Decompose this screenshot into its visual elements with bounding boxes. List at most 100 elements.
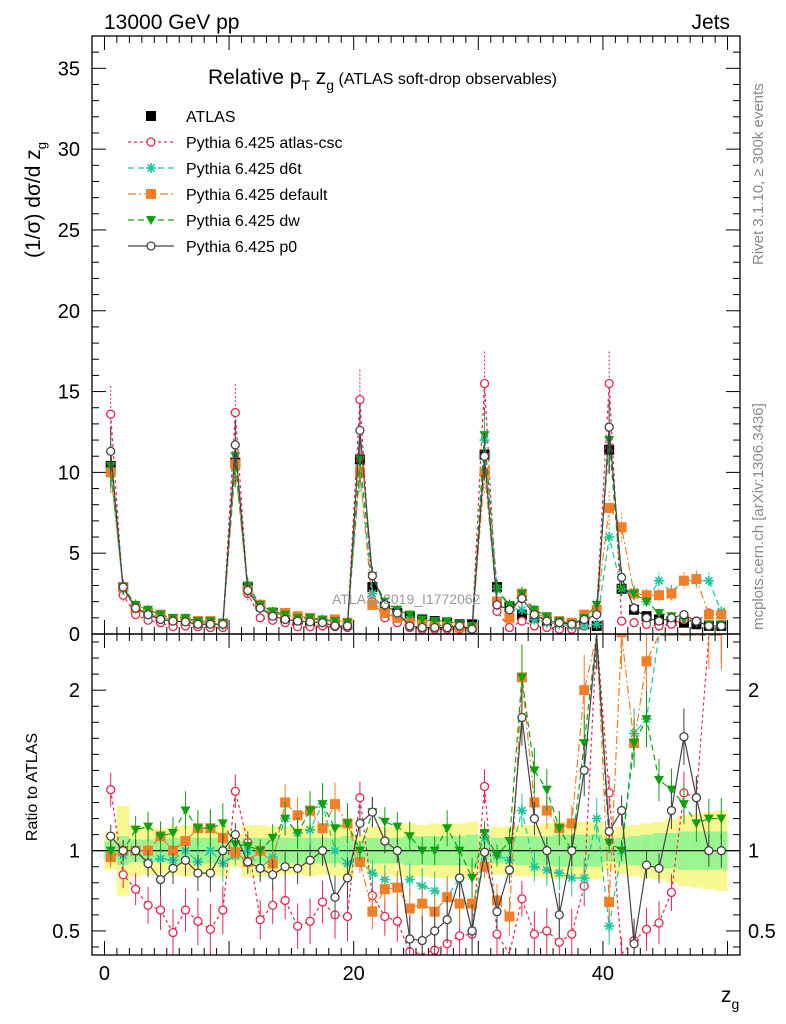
- ratio-point: [255, 863, 265, 873]
- ratio-line: [110, 634, 722, 932]
- ratio-y-tick-label: 2: [69, 680, 80, 702]
- ratio-point: [354, 846, 365, 856]
- ratio-point: [641, 924, 652, 934]
- data-point: [367, 599, 378, 610]
- ratio-point: [217, 819, 228, 829]
- data-point: [354, 467, 365, 478]
- data-point: [367, 588, 378, 599]
- ratio-point: [168, 863, 178, 873]
- ratio-point: [654, 863, 664, 873]
- ratio-point: [118, 846, 128, 856]
- data-point: [479, 378, 490, 389]
- y-tick-label: 15: [58, 382, 80, 404]
- ratio-point: [168, 829, 178, 839]
- ratio-point: [579, 872, 590, 883]
- ratio-point: [330, 799, 340, 810]
- data-point: [554, 618, 564, 628]
- ratio-point: [106, 831, 116, 841]
- ratio-point: [193, 916, 203, 926]
- ratio-point: [317, 823, 328, 834]
- data-point: [703, 609, 714, 620]
- ratio-point: [442, 824, 453, 834]
- ratio-point: [716, 846, 726, 856]
- data-point: [417, 615, 428, 625]
- ratio-point: [143, 822, 154, 832]
- ratio-point: [566, 872, 577, 883]
- ratio-point: [367, 807, 378, 817]
- ratio-point: [205, 824, 216, 834]
- plot-title: Relative pT zg (ATLAS soft-drop observab…: [208, 66, 557, 93]
- ratio-point: [392, 882, 403, 893]
- axes-frame: 0 20 40 0 5 10 15 20 25 30 35 0.5 0.5 1 1 2 2: [52, 35, 776, 985]
- ratio-point: [604, 826, 614, 837]
- ratio-point: [379, 884, 390, 895]
- ratio-point: [155, 874, 166, 885]
- ratio-point: [205, 924, 216, 934]
- data-point: [392, 608, 402, 618]
- ratio-point: [305, 806, 316, 816]
- ratio-point: [255, 915, 265, 925]
- ratio-point: [429, 846, 440, 856]
- data-point: [305, 617, 315, 627]
- legend-marker: [146, 189, 156, 199]
- ratio-point: [417, 898, 428, 909]
- ratio-line: [110, 634, 722, 955]
- ratio-point: [180, 806, 191, 816]
- ratio-point: [342, 819, 353, 829]
- ratio-point: [105, 846, 116, 856]
- data-point: [355, 394, 365, 405]
- data-point: [243, 585, 253, 596]
- ratio-panel-series: [105, 96, 727, 965]
- legend-label: Pythia 6.425 p0: [186, 239, 297, 256]
- data-point: [492, 584, 502, 594]
- rivet-label: Rivet 3.1.10, ≥ 300k events: [750, 83, 767, 265]
- ratio-point: [180, 855, 191, 865]
- ratio-point: [404, 903, 415, 914]
- ratio-point: [516, 805, 527, 816]
- data-point: [567, 619, 577, 629]
- legend-label: Pythia 6.425 d6t: [186, 161, 302, 178]
- ratio-point: [292, 921, 303, 931]
- data-point: [379, 607, 390, 618]
- ratio-point: [330, 892, 340, 902]
- ratio-point: [703, 814, 714, 824]
- ratio-point: [654, 417, 664, 427]
- data-point: [654, 590, 664, 601]
- data-point: [180, 617, 191, 627]
- ratio-point: [679, 252, 689, 262]
- ratio-point: [517, 712, 527, 723]
- data-point: [666, 613, 677, 623]
- ratio-point: [666, 805, 677, 816]
- data-point: [716, 609, 727, 620]
- ratio-point: [567, 846, 577, 856]
- ratio-point: [467, 926, 477, 936]
- data-point: [479, 451, 490, 461]
- data-point: [380, 600, 390, 610]
- data-point: [504, 612, 515, 623]
- legend-entry: Pythia 6.425 default: [128, 187, 328, 204]
- ratio-point: [691, 793, 702, 803]
- ratio-point: [691, 96, 701, 106]
- ratio-point: [130, 825, 141, 835]
- ratio-point: [143, 900, 153, 910]
- ratio-point: [454, 931, 465, 941]
- x-tick-label: 40: [592, 963, 614, 985]
- legend-entry: Pythia 6.425 d6t: [128, 161, 302, 178]
- data-point: [579, 620, 590, 631]
- ratio-point: [454, 873, 465, 883]
- data-point: [230, 407, 240, 418]
- ratio-point: [618, 957, 626, 965]
- x-axis-label: zg: [721, 984, 739, 1012]
- ratio-point: [355, 793, 365, 803]
- analysis-watermark: ATLAS_2019_I1772062: [332, 591, 481, 607]
- ratio-point: [192, 824, 203, 834]
- data-point: [604, 378, 614, 389]
- ratio-point: [392, 822, 403, 832]
- data-point: [392, 612, 403, 623]
- ratio-point: [180, 905, 191, 915]
- data-point: [504, 622, 515, 633]
- data-point: [230, 440, 240, 450]
- x-tick-label: 20: [343, 963, 365, 985]
- ratio-y-axis-label: Ratio to ATLAS: [24, 733, 41, 841]
- data-point: [106, 409, 116, 419]
